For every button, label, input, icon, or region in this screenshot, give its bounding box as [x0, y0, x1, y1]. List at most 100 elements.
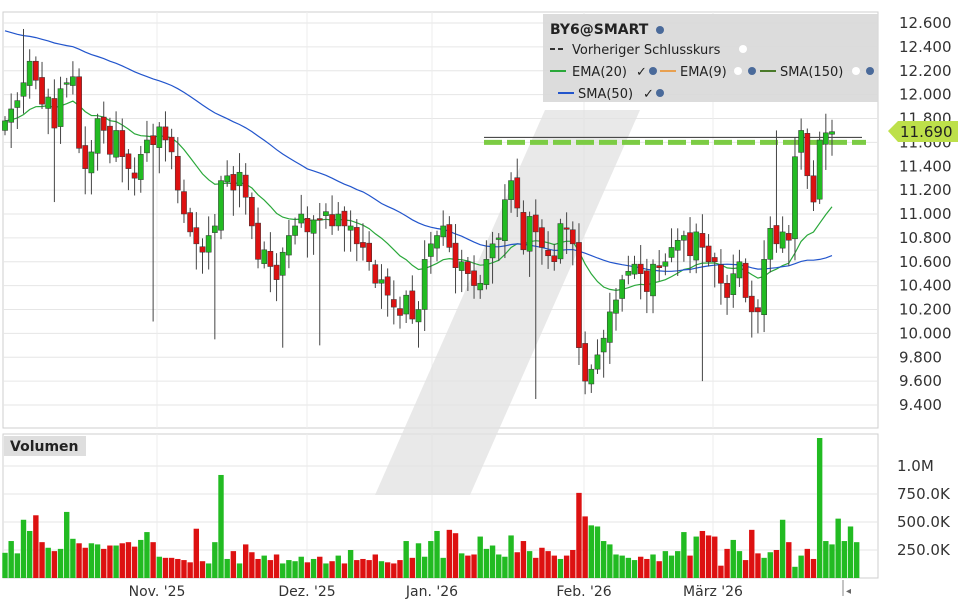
moving-averages — [4, 30, 833, 292]
ema20-line — [4, 100, 833, 292]
volume-bar — [724, 548, 730, 578]
volume-bar — [162, 557, 169, 578]
candle-body — [26, 60, 33, 86]
volume-bar — [557, 558, 564, 578]
volume-bar — [681, 532, 687, 578]
volume-bar — [175, 558, 181, 578]
candle-body — [181, 191, 187, 215]
scroll-handle[interactable]: ◂ — [842, 580, 851, 597]
candle-body — [347, 225, 354, 231]
volume-bar — [668, 555, 675, 578]
volume-bar — [804, 548, 811, 578]
check-icon[interactable]: ✓ — [643, 87, 654, 102]
toggle-icon[interactable] — [734, 67, 742, 75]
settings-icon[interactable] — [656, 89, 664, 97]
candle-body — [378, 279, 385, 284]
volume-bar — [51, 551, 58, 578]
volume-panel-title: Volumen — [4, 436, 86, 456]
volume-bar — [502, 556, 508, 578]
toggle-icon[interactable] — [739, 45, 747, 53]
candle-body — [656, 265, 663, 268]
volume-bar — [397, 560, 403, 578]
candle-body — [779, 231, 786, 249]
candle-body — [495, 237, 502, 240]
candle-body — [730, 273, 737, 295]
candle-body — [187, 212, 193, 233]
volume-bar — [471, 554, 477, 578]
volume-bar — [816, 438, 823, 578]
volume-bar — [440, 557, 446, 578]
volume-tick-label: 250.0K — [897, 541, 951, 559]
candle-body — [292, 225, 298, 236]
candle-body — [255, 222, 261, 260]
candle-body — [613, 299, 619, 314]
volume-bar — [366, 560, 372, 578]
candle-body — [551, 255, 558, 262]
volume-bar — [551, 555, 557, 578]
candle-body — [526, 216, 533, 252]
volume-bar — [496, 554, 502, 578]
settings-icon[interactable] — [866, 67, 874, 75]
volume-bar — [829, 544, 835, 578]
last-price-text: 11.690 — [900, 123, 953, 141]
volume-bar — [428, 541, 434, 578]
price-tick-label: 10.800 — [899, 229, 952, 247]
candle-body — [742, 262, 749, 298]
volume-bar — [144, 532, 150, 578]
price-tick-label: 10.200 — [899, 301, 952, 319]
candle-body — [711, 257, 718, 263]
candle-body — [144, 139, 150, 154]
candle-body — [829, 131, 835, 135]
settings-icon[interactable] — [748, 67, 756, 75]
volume-bar — [286, 560, 292, 578]
legend-ema9: EMA(9) — [680, 65, 727, 80]
candle-body — [323, 211, 329, 216]
volume-bar — [613, 554, 619, 578]
candle-body — [390, 299, 397, 308]
volume-bar — [119, 543, 125, 578]
candle-body — [335, 213, 342, 227]
candle-body — [107, 125, 113, 155]
settings-icon[interactable] — [649, 67, 657, 75]
volume-bar — [600, 541, 607, 578]
volume-bar — [224, 558, 230, 578]
candle-body — [2, 120, 8, 131]
volume-bar — [736, 551, 743, 578]
volume-bar — [323, 563, 329, 578]
time-tick-label: Feb. '26 — [556, 584, 611, 600]
volume-bar — [403, 541, 409, 578]
candle-body — [471, 270, 477, 286]
legend: BY6@SMART Vorheriger Schlusskurs EMA(20)… — [543, 14, 878, 102]
candle-body — [736, 261, 743, 279]
candle-body — [267, 250, 274, 267]
candle-body — [514, 177, 521, 209]
volume-bar — [150, 542, 156, 578]
candle-body — [174, 155, 181, 191]
volume-bar — [88, 543, 95, 578]
volume-bar — [14, 553, 21, 578]
candle-body — [563, 227, 570, 230]
toggle-icon[interactable] — [852, 67, 860, 75]
candle-body — [156, 126, 163, 148]
candle-body — [465, 261, 471, 274]
check-icon[interactable]: ✓ — [636, 65, 647, 80]
volume-bar — [810, 558, 817, 578]
candle-body — [792, 156, 798, 240]
volume-bar — [489, 545, 496, 578]
volume-bar — [465, 555, 471, 578]
candle-body — [748, 295, 755, 313]
candle-body — [489, 243, 496, 259]
candle-body — [329, 214, 335, 227]
volume-bar — [742, 560, 749, 578]
price-tick-label: 12.400 — [899, 38, 952, 56]
volume-bar — [230, 551, 237, 578]
volume-bar — [563, 555, 570, 578]
volume-bar — [712, 536, 718, 578]
price-tick-label: 12.600 — [899, 14, 952, 32]
volume-bar — [459, 553, 465, 578]
candle-body — [594, 354, 601, 370]
candle-body — [63, 82, 70, 85]
settings-icon[interactable] — [656, 26, 664, 34]
candle-body — [236, 171, 243, 187]
volume-bar — [335, 555, 341, 578]
